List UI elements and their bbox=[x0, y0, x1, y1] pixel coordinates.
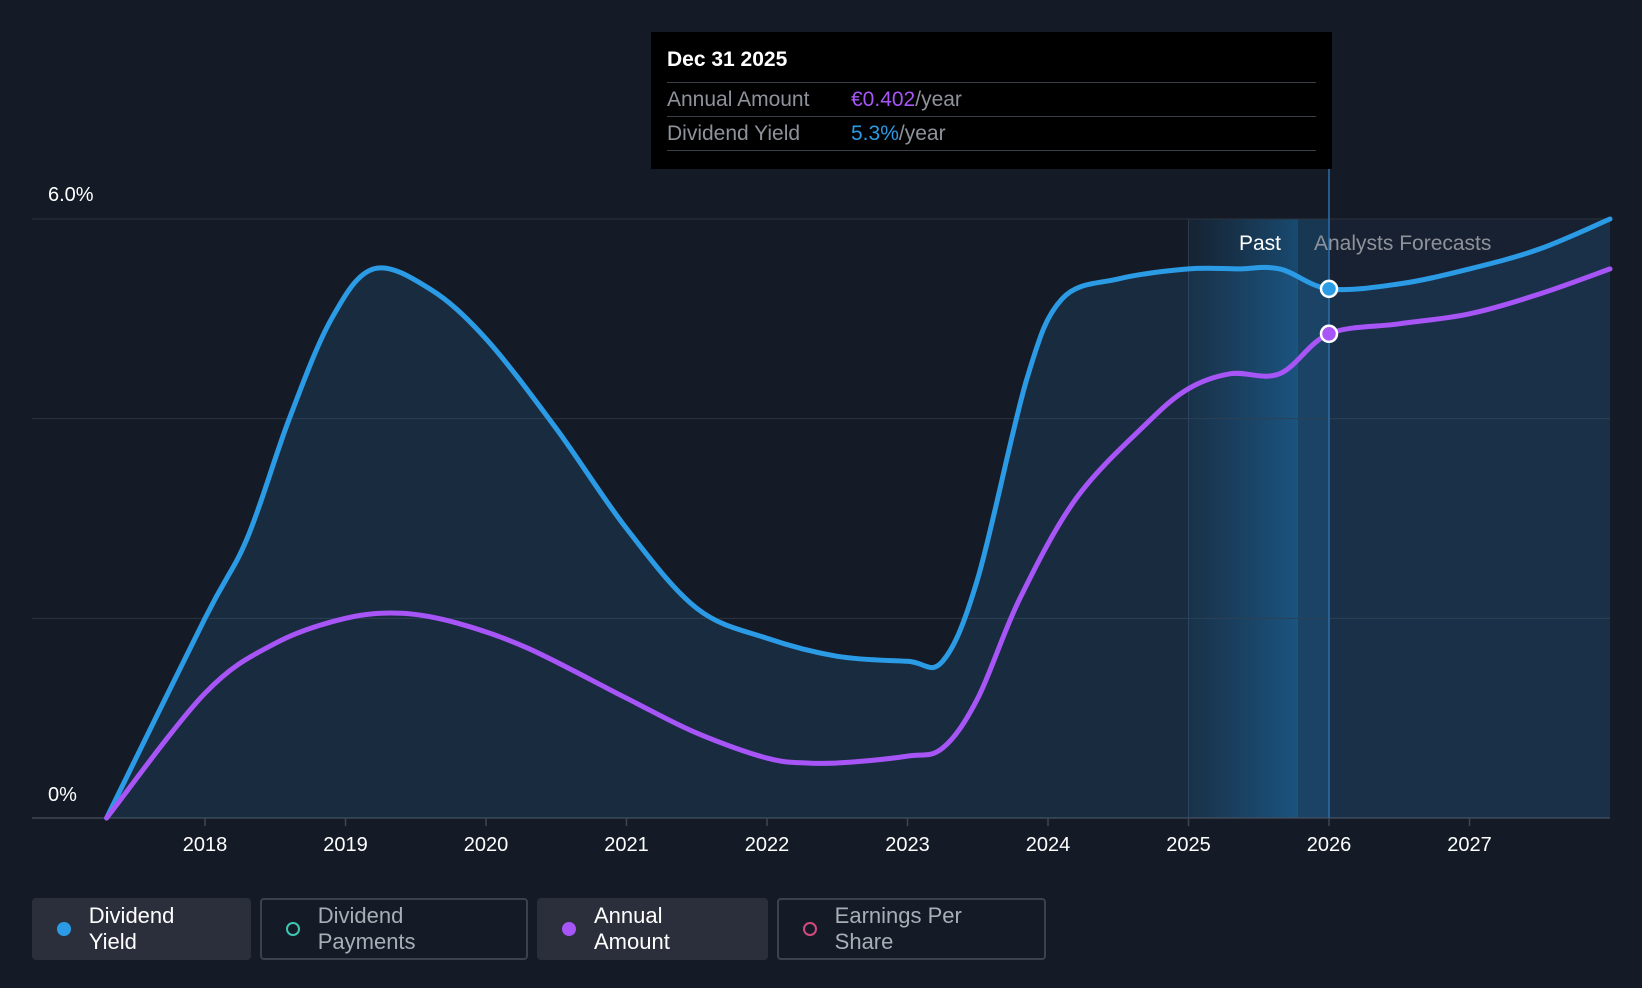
past-label: Past bbox=[1239, 232, 1281, 255]
tooltip-date: Dec 31 2025 bbox=[667, 46, 1316, 83]
x-tick-label: 2020 bbox=[464, 834, 509, 856]
y-axis-label-top: 6.0% bbox=[48, 184, 94, 206]
legend-dot-icon bbox=[57, 922, 71, 936]
dividend-yield-marker bbox=[1319, 279, 1339, 299]
annual-amount-line bbox=[104, 266, 1613, 821]
tooltip-value: €0.402 bbox=[851, 88, 916, 111]
legend: Dividend Yield Dividend Payments Annual … bbox=[32, 898, 1055, 960]
tooltip-value: 5.3% bbox=[851, 122, 899, 145]
legend-item-earnings-per-share[interactable]: Earnings Per Share bbox=[777, 898, 1046, 960]
annual-amount-marker bbox=[1319, 324, 1339, 344]
legend-item-dividend-yield[interactable]: Dividend Yield bbox=[32, 898, 251, 960]
tooltip-unit: /year bbox=[898, 122, 946, 145]
past-region-band bbox=[1298, 219, 1329, 818]
legend-label: Earnings Per Share bbox=[834, 903, 962, 954]
legend-ring-icon bbox=[803, 922, 817, 936]
tooltip: Dec 31 2025 Annual Amount €0.402/year Di… bbox=[651, 32, 1332, 169]
legend-item-annual-amount[interactable]: Annual Amount bbox=[537, 898, 768, 960]
x-tick-label: 2018 bbox=[183, 834, 228, 856]
x-tick-label: 2025 bbox=[1166, 834, 1211, 856]
dividend-yield-area bbox=[106, 219, 1611, 818]
legend-ring-icon bbox=[286, 922, 300, 936]
tooltip-label: Dividend Yield bbox=[667, 122, 801, 145]
x-tick-label: 2022 bbox=[745, 834, 790, 856]
past-region-band bbox=[1188, 219, 1299, 818]
x-tick-label: 2023 bbox=[885, 834, 930, 856]
legend-item-dividend-payments[interactable]: Dividend Payments bbox=[260, 898, 528, 960]
legend-label: Annual Amount bbox=[593, 903, 670, 954]
legend-dot-icon bbox=[562, 922, 576, 936]
x-tick-label: 2019 bbox=[323, 834, 368, 856]
tooltip-label: Annual Amount bbox=[667, 88, 810, 111]
x-tick-label: 2026 bbox=[1307, 834, 1352, 856]
x-tick-label: 2021 bbox=[604, 834, 649, 856]
y-axis-label-bottom: 0% bbox=[48, 784, 77, 806]
x-tick-label: 2027 bbox=[1447, 834, 1492, 856]
dividend-yield-line bbox=[104, 216, 1613, 821]
legend-label: Dividend Yield bbox=[88, 903, 175, 954]
tooltip-row-annual-amount: Annual Amount €0.402/year bbox=[667, 83, 1316, 117]
tooltip-row-dividend-yield: Dividend Yield 5.3%/year bbox=[667, 117, 1316, 151]
forecast-region-band bbox=[1329, 219, 1610, 818]
x-tick-label: 2024 bbox=[1026, 834, 1071, 856]
legend-label: Dividend Payments bbox=[317, 903, 416, 954]
tooltip-unit: /year bbox=[915, 88, 962, 111]
forecast-label: Analysts Forecasts bbox=[1314, 232, 1491, 255]
